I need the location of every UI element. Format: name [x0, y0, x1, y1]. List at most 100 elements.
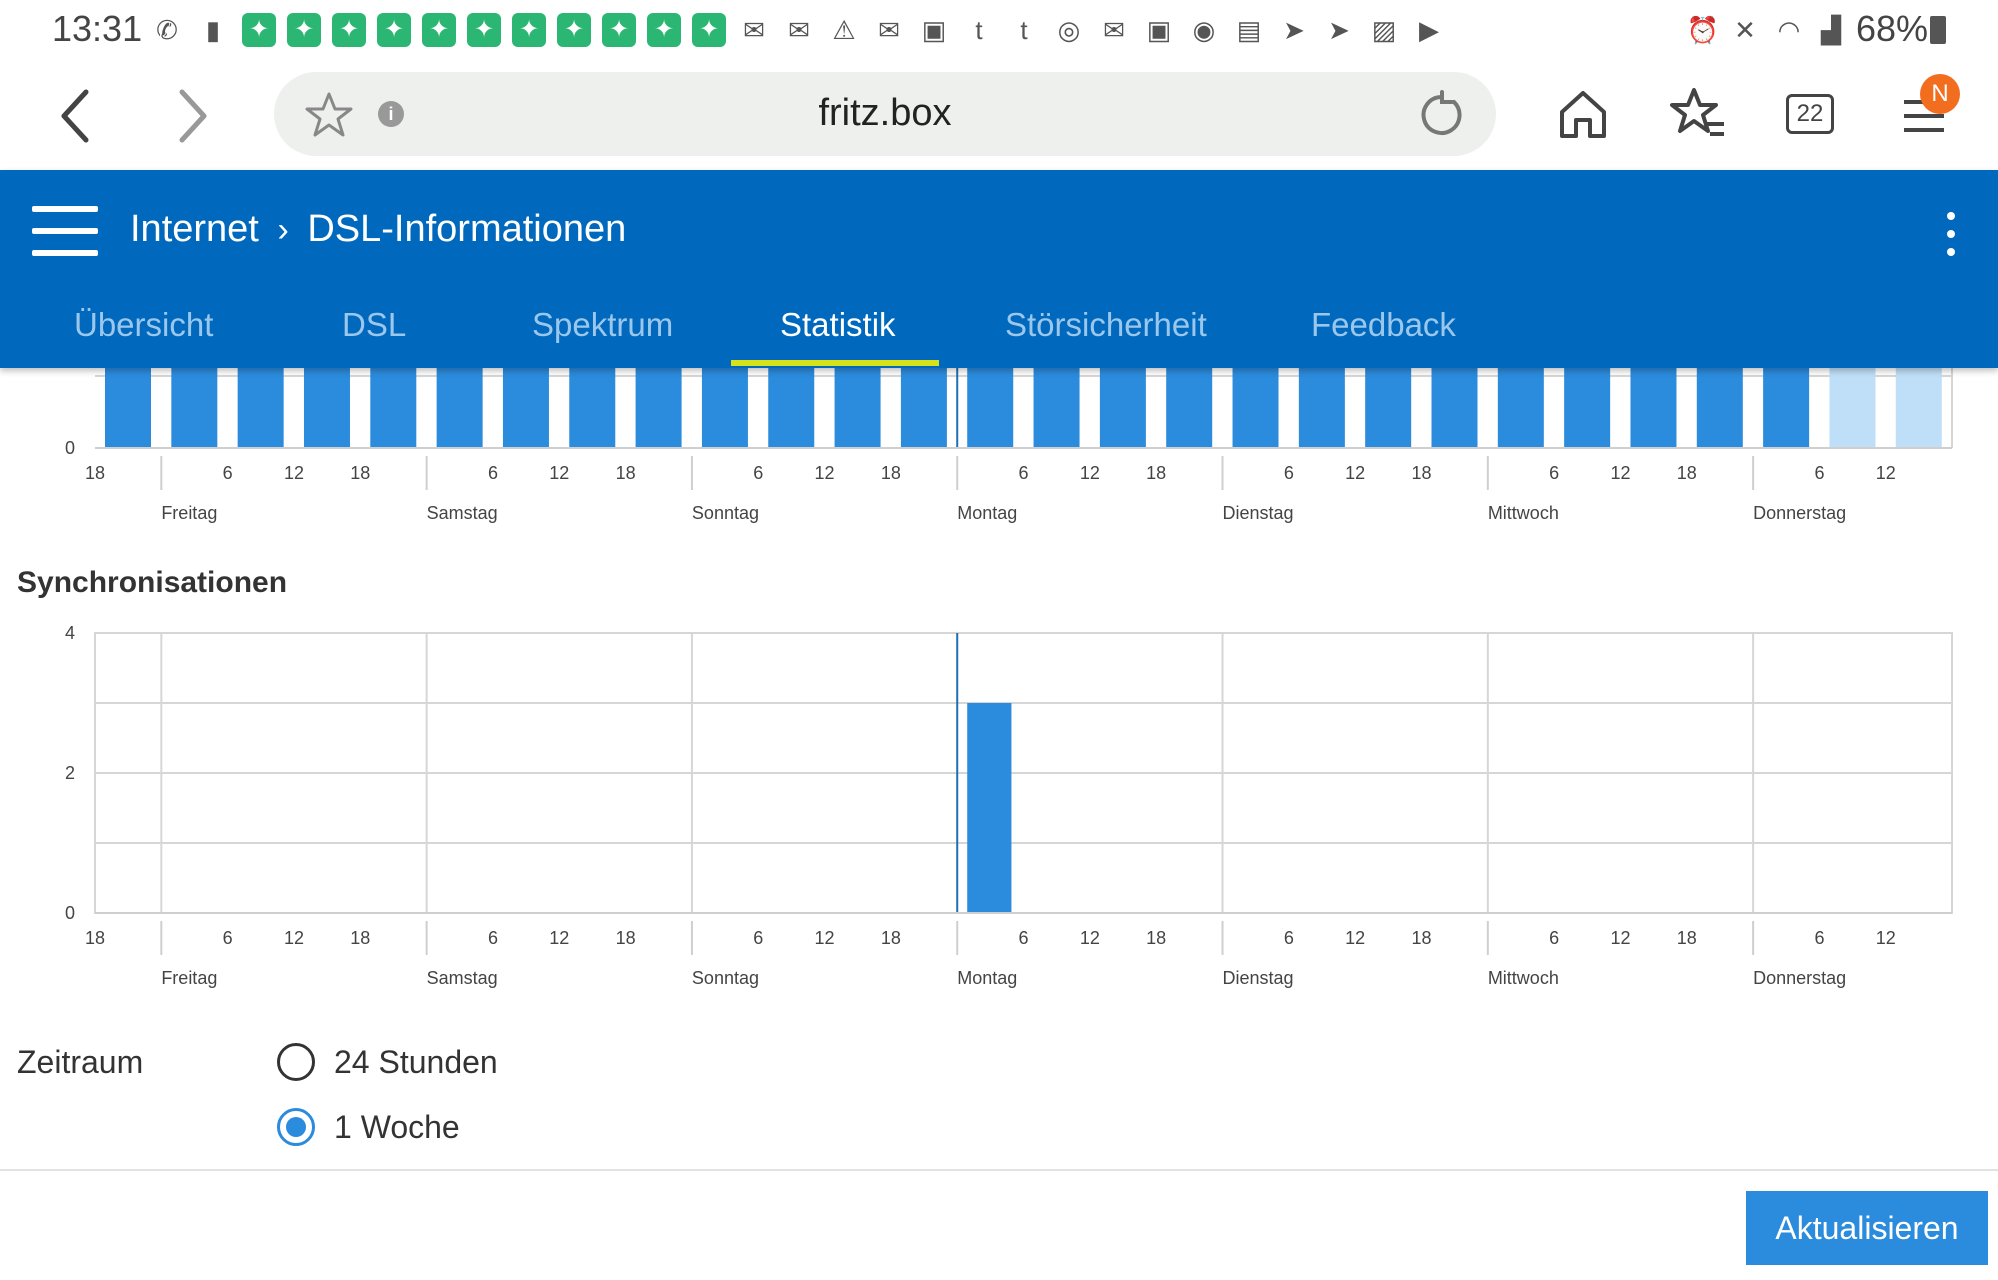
message-icon: ▮: [205, 15, 221, 45]
app-icon: ▤: [1236, 15, 1262, 45]
data-bar: [171, 368, 218, 448]
tab-statistik[interactable]: Statistik: [780, 306, 896, 343]
data-bar: [1298, 368, 1345, 448]
x-hour-tick-label: 12: [549, 463, 569, 483]
radio-24-stunden-label[interactable]: 24 Stunden: [334, 1044, 498, 1080]
radio-1-woche-label[interactable]: 1 Woche: [334, 1109, 460, 1145]
x-day-label: Freitag: [161, 968, 217, 988]
app-header: Internet › DSL-Informationen Übersicht D…: [0, 170, 1998, 368]
data-bar: [1431, 368, 1478, 448]
radio-1-woche[interactable]: [277, 1108, 315, 1146]
radio-24-stunden[interactable]: [277, 1043, 315, 1081]
y-tick-label: 0: [65, 438, 75, 458]
sync-icon: ◎: [1057, 15, 1081, 45]
y-tick-label: 2: [65, 763, 75, 783]
x-hour-tick-label: 12: [1610, 463, 1630, 483]
x-hour-tick-label: 12: [549, 928, 569, 948]
tab-count[interactable]: 22: [1786, 94, 1834, 134]
x-day-label: Dienstag: [1223, 503, 1294, 523]
data-bar: [237, 368, 284, 448]
site-info-icon[interactable]: i: [378, 101, 404, 127]
data-bar: [1033, 368, 1080, 448]
x-hour-tick-label: 6: [1814, 463, 1824, 483]
whatsapp-icon: ✆: [156, 15, 178, 45]
telegram-icon: ➤: [1283, 15, 1305, 45]
app-notification-icon: ✦: [692, 13, 726, 47]
bookmarks-icon[interactable]: [1670, 86, 1726, 142]
x-hour-tick-label: 18: [1146, 928, 1166, 948]
current-period-bar: [1895, 368, 1942, 448]
data-bar: [967, 368, 1014, 448]
back-icon[interactable]: [52, 84, 96, 148]
refresh-button[interactable]: Aktualisieren: [1746, 1191, 1988, 1265]
data-bar: [502, 368, 549, 448]
x-day-label: Samstag: [427, 503, 498, 523]
mail-icon: ✉: [878, 15, 900, 45]
x-hour-tick-label: 12: [1876, 463, 1896, 483]
data-bar: [635, 368, 682, 448]
x-hour-tick-label: 18: [881, 928, 901, 948]
x-hour-tick-label: 6: [1019, 928, 1029, 948]
mail-icon: ✉: [1103, 15, 1125, 45]
data-bar: [1763, 368, 1810, 448]
data-bar: [1365, 368, 1412, 448]
x-hour-tick-label: 18: [85, 928, 105, 948]
reload-icon[interactable]: [1416, 90, 1466, 140]
app-notification-icon: ✦: [512, 13, 546, 47]
url-text[interactable]: fritz.box: [818, 92, 952, 134]
tab-stoersicherheit[interactable]: Störsicherheit: [1005, 306, 1207, 343]
chart-title-synchronisationen: Synchronisationen: [17, 566, 288, 599]
x-hour-tick-label: 12: [815, 463, 835, 483]
battery-level: 68%: [1855, 8, 1928, 49]
data-bar: [303, 368, 350, 448]
mute-icon: ✕: [1734, 15, 1756, 45]
signal-icon: ▟: [1821, 15, 1841, 45]
x-day-label: Sonntag: [692, 503, 759, 523]
zeitraum-label: Zeitraum: [17, 1044, 144, 1080]
data-bar: [436, 368, 483, 448]
x-hour-tick-label: 6: [488, 463, 498, 483]
data-bar: [1564, 368, 1611, 448]
youtube-icon: ▶: [1419, 15, 1439, 45]
x-day-label: Donnerstag: [1753, 503, 1846, 523]
breadcrumb-page: DSL-Informationen: [307, 208, 627, 250]
status-bar: 13:31 ✆ ▮ ✦ ✦ ✦ ✦ ✦ ✦ ✦ ✦ ✦ ✦ ✦ ✉ ✉ ⚠ ✉ …: [0, 0, 1998, 60]
avatar[interactable]: N: [1920, 74, 1960, 114]
hamburger-menu-icon[interactable]: [32, 206, 98, 258]
url-bar[interactable]: i fritz.box: [274, 72, 1496, 156]
breadcrumb-chevron-icon: ›: [277, 211, 289, 249]
mail-icon: ✉: [743, 15, 765, 45]
tabs-button[interactable]: 22: [1786, 94, 1834, 134]
x-day-label: Samstag: [427, 968, 498, 988]
data-bar: [768, 368, 815, 448]
x-hour-tick-label: 6: [753, 463, 763, 483]
y-tick-label: 0: [65, 903, 75, 923]
warning-icon: ⚠: [832, 15, 856, 45]
active-tab-indicator: [731, 360, 939, 366]
x-hour-tick-label: 6: [223, 463, 233, 483]
data-bar: [834, 368, 881, 448]
breadcrumb-root[interactable]: Internet: [130, 208, 259, 250]
y-tick-label: 4: [65, 623, 75, 643]
app-notification-icon: ✦: [377, 13, 411, 47]
forward-icon[interactable]: [170, 84, 214, 148]
tab-feedback[interactable]: Feedback: [1311, 306, 1456, 343]
more-options-icon[interactable]: [1944, 212, 1958, 256]
x-day-label: Montag: [957, 968, 1017, 988]
tab-spektrum[interactable]: Spektrum: [532, 306, 674, 343]
x-hour-tick-label: 18: [1677, 928, 1697, 948]
home-icon[interactable]: [1556, 88, 1610, 140]
tab-uebersicht[interactable]: Übersicht: [74, 306, 214, 343]
ebay-icon: ▣: [1146, 15, 1172, 45]
x-hour-tick-label: 18: [616, 463, 636, 483]
x-hour-tick-label: 18: [616, 928, 636, 948]
x-hour-tick-label: 18: [85, 463, 105, 483]
bookmark-star-icon[interactable]: [304, 90, 354, 140]
x-hour-tick-label: 12: [1345, 463, 1365, 483]
tumblr-icon: t: [975, 15, 983, 45]
tab-dsl[interactable]: DSL: [342, 306, 407, 343]
x-hour-tick-label: 6: [1284, 463, 1294, 483]
x-day-label: Sonntag: [692, 968, 759, 988]
data-bar: [105, 368, 151, 448]
x-hour-tick-label: 18: [1146, 463, 1166, 483]
